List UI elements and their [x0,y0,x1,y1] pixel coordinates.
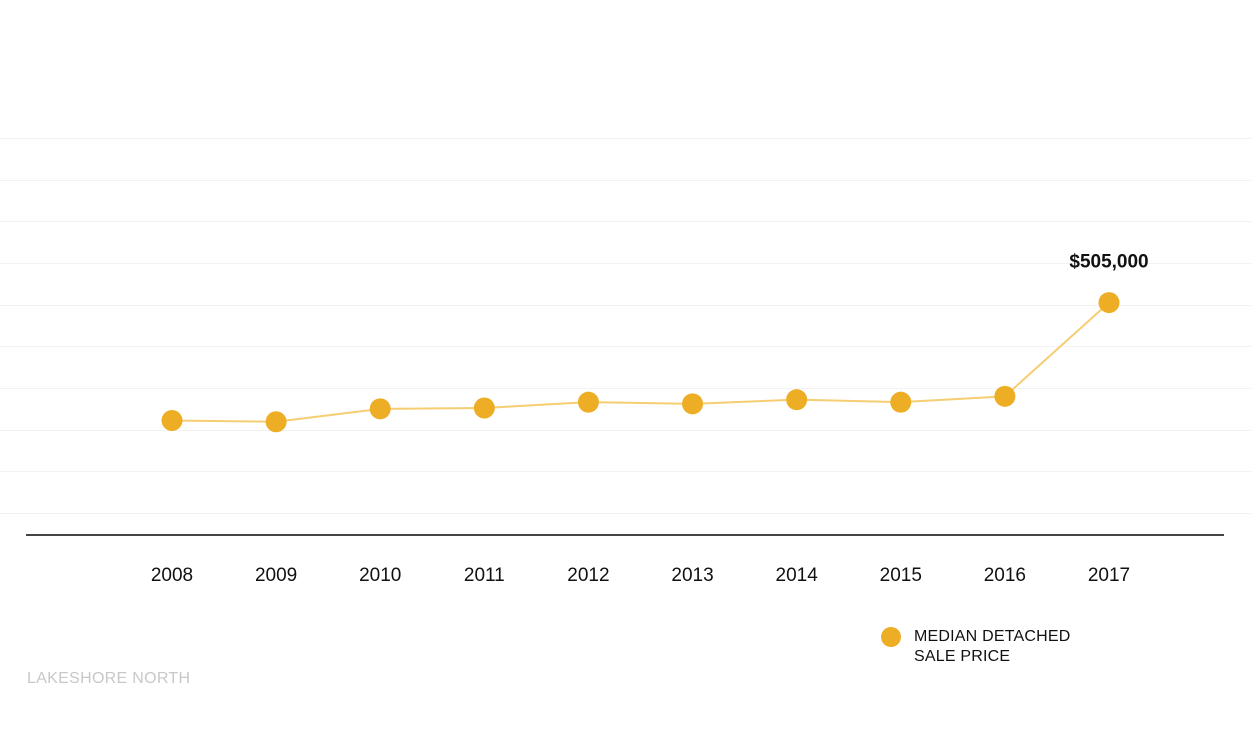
legend-label-line-1: MEDIAN DETACHED [914,628,1071,645]
data-label-2017: $505,000 [1069,252,1148,273]
x-tick-labels: 2008 2009 2010 2011 2012 2013 2014 2015 2016 2017 [151,565,1130,586]
x-tick-label-2008: 2008 [151,565,193,586]
x-tick-label-2017: 2017 [1088,565,1130,586]
annotations: $505,000 [1069,252,1148,273]
legend-swatch-dot [881,627,901,647]
x-tick-label-2016: 2016 [984,565,1026,586]
series-points [161,292,1120,433]
data-point-2014 [786,389,808,411]
data-point-2012 [577,391,599,413]
gridlines [0,138,1251,514]
data-point-2017 [1098,292,1120,314]
x-tick-label-2015: 2015 [880,565,922,586]
data-point-2010 [369,398,391,420]
x-tick-label-2010: 2010 [359,565,401,586]
data-point-2009 [265,411,287,433]
data-point-2011 [473,397,495,419]
series-line [171,301,1110,423]
legend-label-line-2: SALE PRICE [914,648,1011,665]
x-tick-label-2009: 2009 [255,565,297,586]
series-line-layer [171,301,1110,423]
x-tick-label-2011: 2011 [464,565,505,586]
data-point-2008 [161,410,183,431]
x-tick-label-2013: 2013 [671,565,713,586]
region-label: LAKESHORE NORTH [27,670,191,687]
legend: MEDIAN DETACHED SALE PRICE [881,627,1071,667]
data-point-2013 [682,393,704,415]
legend-label: MEDIAN DETACHED SALE PRICE [914,627,1071,667]
data-point-2015 [890,391,912,413]
x-tick-label-2012: 2012 [567,565,609,586]
x-tick-label-2014: 2014 [776,565,819,586]
data-point-2016 [994,385,1016,407]
